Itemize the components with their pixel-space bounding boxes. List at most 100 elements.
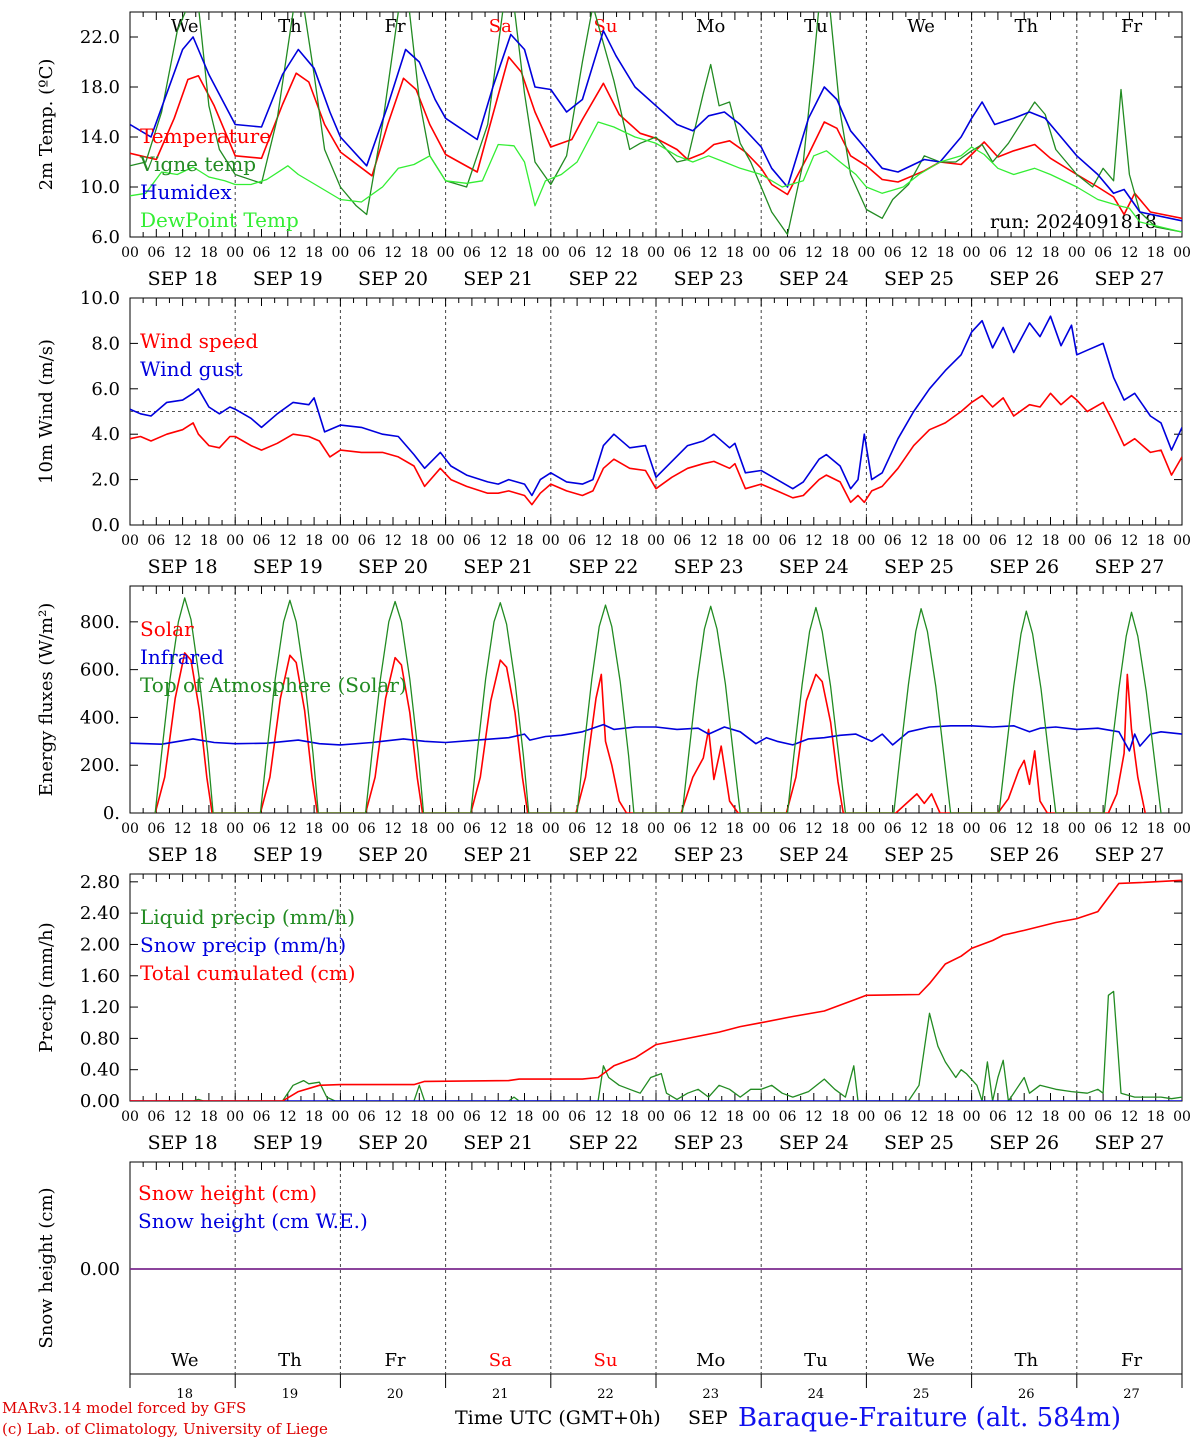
date-label: SEP 21	[463, 268, 533, 290]
legend-entry: Snow precip (mm/h)	[140, 933, 346, 957]
date-label: SEP 20	[358, 844, 428, 866]
date-label: SEP 21	[463, 844, 533, 866]
y-tick-label: 22.0	[80, 27, 120, 48]
panel-2: 0.0 2.0 4.0 6.0 8.0 10.0 10m Wind (m/s) 00 06 12 1…	[36, 288, 1191, 578]
date-label: SEP 27	[1094, 844, 1164, 866]
hour-label: 18	[1147, 533, 1165, 549]
hour-label: 18	[831, 533, 849, 549]
hour-label: 12	[700, 245, 718, 261]
date-label: SEP 27	[1094, 556, 1164, 578]
hour-label: 00	[1173, 1109, 1191, 1125]
hour-label: 00	[647, 533, 665, 549]
hour-label: 12	[805, 245, 823, 261]
hour-label: 12	[910, 245, 928, 261]
hour-label: 18	[305, 245, 323, 261]
hour-label: 00	[1173, 821, 1191, 837]
hour-label: 12	[489, 245, 507, 261]
hour-label: 12	[384, 245, 402, 261]
hour-label: 00	[963, 1109, 981, 1125]
hour-label: 12	[1015, 821, 1033, 837]
y-tick-label: 0.40	[80, 1060, 120, 1081]
hour-label: 00	[437, 821, 455, 837]
date-label: SEP 18	[148, 844, 218, 866]
legend-entry: Snow height (cm W.E.)	[138, 1209, 368, 1233]
y-axis-label: 2m Temp. (ºC)	[36, 59, 57, 191]
y-tick-label: 18.0	[80, 77, 120, 98]
date-label: SEP 20	[358, 1132, 428, 1154]
hour-label: 00	[121, 1109, 139, 1125]
hour-label: 00	[647, 821, 665, 837]
hour-label: 06	[989, 533, 1007, 549]
hour-label: 06	[779, 1109, 797, 1125]
y-tick-label: 0.80	[80, 1028, 120, 1049]
hour-label: 06	[253, 533, 271, 549]
y-tick-label: 2.80	[80, 872, 120, 893]
hour-label: 18	[410, 245, 428, 261]
hour-label: 18	[305, 821, 323, 837]
series-line	[154, 597, 1162, 813]
y-tick-label: 1.60	[80, 966, 120, 987]
date-label: SEP 23	[674, 268, 744, 290]
hour-label: 00	[121, 533, 139, 549]
date-label: SEP 21	[463, 1132, 533, 1154]
series-line	[130, 723, 1182, 752]
hour-label: 12	[1120, 1109, 1138, 1125]
hour-label: 18	[516, 245, 534, 261]
date-label: SEP 24	[779, 1132, 849, 1154]
hour-label: 18	[936, 533, 954, 549]
series-line	[130, 56, 1182, 220]
series-line	[154, 652, 1146, 813]
y-tick-label: 6.0	[91, 227, 120, 248]
weekday-label: Mo	[696, 16, 725, 37]
legend-entry: Wind gust	[140, 357, 243, 381]
y-axis-label: Snow height (cm)	[36, 1187, 57, 1348]
hour-label: 00	[752, 533, 770, 549]
hour-label: 18	[831, 1109, 849, 1125]
hour-label: 00	[542, 245, 560, 261]
y-tick-label: 0.	[103, 803, 120, 824]
legend-entry: Solar	[140, 617, 194, 641]
hour-label: 18	[516, 821, 534, 837]
hour-label: 06	[779, 821, 797, 837]
hour-label: 06	[253, 821, 271, 837]
hour-label: 06	[463, 245, 481, 261]
hour-label: 18	[516, 533, 534, 549]
hour-label: 00	[963, 533, 981, 549]
date-label: SEP 23	[674, 844, 744, 866]
legend-entry: Top of Atmosphere (Solar)	[140, 673, 407, 697]
hour-label: 06	[779, 533, 797, 549]
hour-label: 12	[384, 821, 402, 837]
weekday-label: Fr	[1121, 1350, 1142, 1371]
y-tick-label: 1.20	[80, 997, 120, 1018]
date-label: SEP 25	[884, 268, 954, 290]
hour-label: 06	[989, 821, 1007, 837]
panel-4: 0.00 0.40 0.80 1.20 1.60 2.00 2.40 2.80 Precip (…	[36, 872, 1191, 1154]
y-tick-label: 6.0	[91, 379, 120, 400]
legend-entry: Humidex	[140, 180, 232, 204]
hour-label: 12	[1120, 821, 1138, 837]
time-axis-label: Time UTC (GMT+0h)	[455, 1407, 661, 1429]
legend-entry: Vigne temp	[139, 152, 256, 176]
hour-label: 18	[936, 821, 954, 837]
day-number: 22	[597, 1387, 614, 1402]
hour-label: 06	[673, 1109, 691, 1125]
hour-label: 12	[1015, 533, 1033, 549]
date-label: SEP 26	[989, 844, 1059, 866]
date-label: SEP 26	[989, 1132, 1059, 1154]
hour-label: 18	[1147, 245, 1165, 261]
day-number: 18	[176, 1387, 193, 1402]
hour-label: 18	[200, 1109, 218, 1125]
month-label: SEP	[688, 1407, 728, 1429]
date-label: SEP 24	[779, 556, 849, 578]
hour-label: 06	[147, 245, 165, 261]
y-tick-label: 800.	[80, 612, 120, 633]
day-number: 21	[492, 1387, 509, 1402]
hour-label: 00	[857, 245, 875, 261]
y-tick-label: 2.00	[80, 934, 120, 955]
hour-label: 18	[1042, 245, 1060, 261]
hour-label: 18	[1147, 1109, 1165, 1125]
hour-label: 00	[226, 1109, 244, 1125]
date-label: SEP 19	[253, 556, 323, 578]
date-label: SEP 18	[148, 556, 218, 578]
date-label: SEP 26	[989, 268, 1059, 290]
